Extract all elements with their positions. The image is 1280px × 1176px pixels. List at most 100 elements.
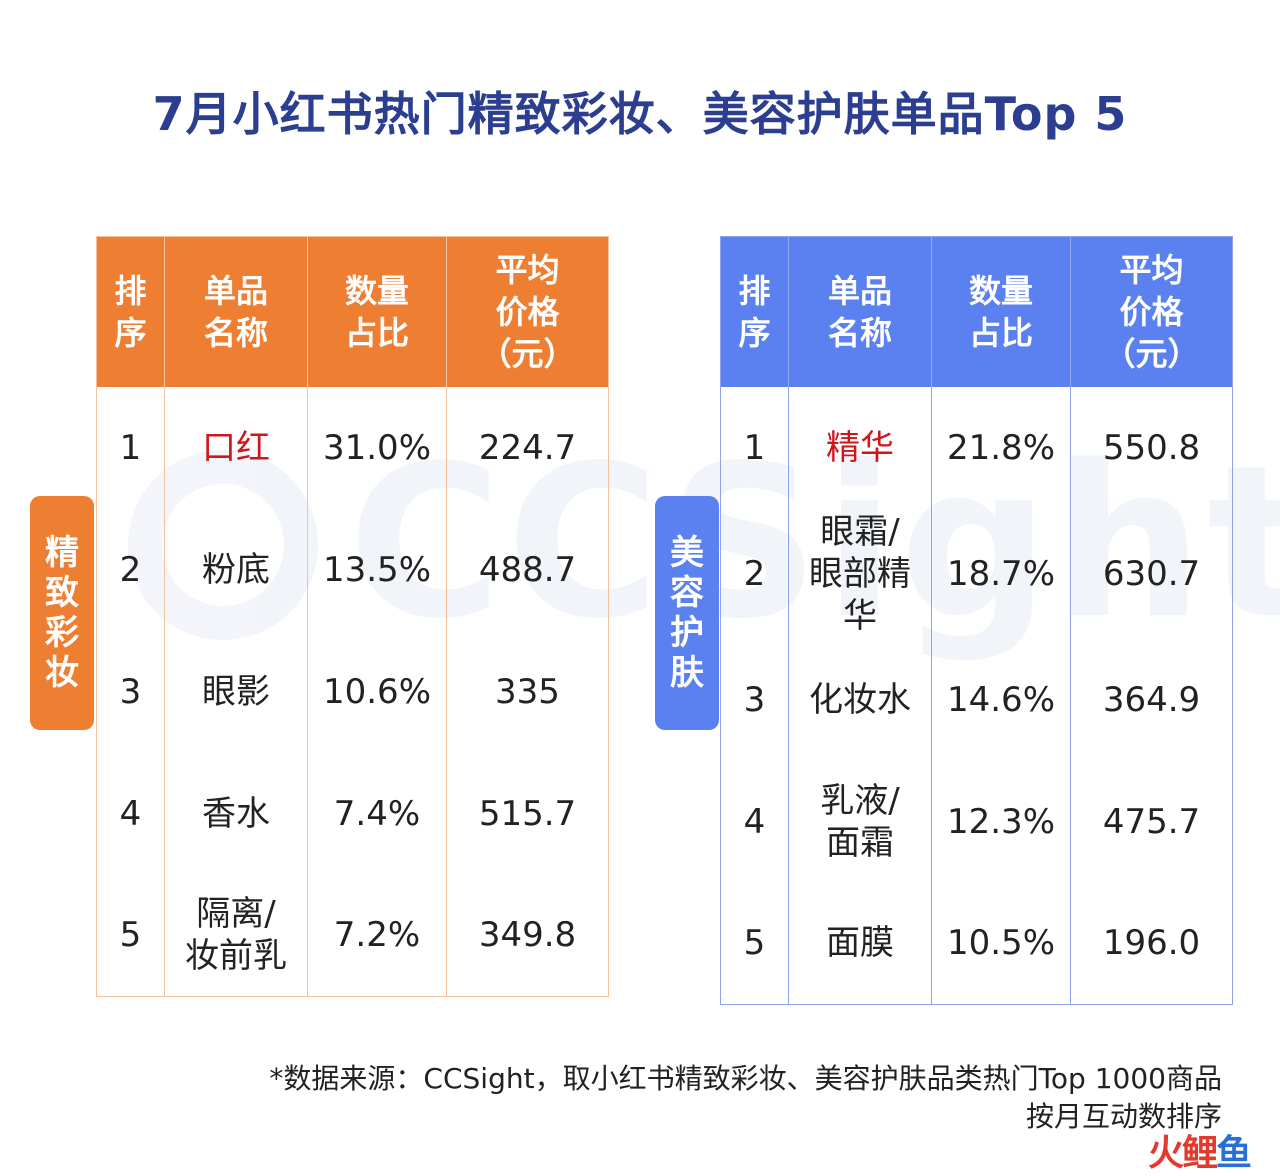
item-name-cell: 面膜 — [788, 882, 932, 1005]
header-line: 占比 — [344, 313, 409, 352]
price-cell: 515.7 — [478, 793, 577, 834]
header-line: 序 — [738, 313, 771, 352]
price-cell: 224.7 — [478, 427, 577, 468]
rank-cell: 3 — [720, 638, 789, 761]
item-name-line: 口红 — [202, 427, 270, 468]
rank-cell: 5 — [720, 882, 789, 1005]
item-name-line: 面霜 — [826, 822, 894, 863]
header-line: 名称 — [203, 313, 268, 352]
table-header-row: 排 序 单品 名称 数量 占比 平均 价格 （元） — [720, 236, 1233, 387]
share-cell: 21.8% — [931, 386, 1071, 509]
item-name-line: 乳液/ — [820, 780, 900, 821]
item-name-cell: 眼霜/ 眼部精 华 — [788, 508, 932, 639]
item-name-line: 隔离/ — [196, 894, 276, 935]
header-line: 名称 — [827, 313, 892, 352]
category-label-char: 妆 — [45, 653, 79, 693]
category-label-char: 肤 — [670, 653, 704, 693]
header-line: 平均 — [495, 250, 560, 289]
header-item-name: 单品 名称 — [164, 236, 308, 387]
header-line: 排 — [738, 271, 771, 310]
footnote-line: 按月互动数排序 — [1025, 1100, 1222, 1133]
brand-char: 火 — [1147, 1133, 1184, 1174]
table-row: 2 眼霜/ 眼部精 华 18.7% 630.7 — [720, 508, 1233, 639]
share-cell: 10.5% — [931, 882, 1071, 1005]
category-label-char: 致 — [45, 573, 79, 613]
price-cell: 475.7 — [1102, 801, 1201, 842]
item-name-cell: 香水 — [164, 752, 308, 875]
header-line: 数量 — [344, 271, 409, 310]
item-name-line: 化妆水 — [809, 679, 911, 720]
category-label-skincare: 美 容 护 肤 — [655, 496, 719, 730]
header-line: 平均 — [1119, 250, 1184, 289]
item-name-line: 妆前乳 — [185, 936, 287, 977]
category-label-char: 彩 — [45, 613, 79, 653]
item-name-cell: 口红 — [164, 386, 308, 509]
header-line: 单品 — [203, 271, 268, 310]
rank-cell: 3 — [96, 630, 165, 753]
share-cell: 13.5% — [307, 508, 447, 631]
category-label-char: 护 — [670, 613, 704, 653]
share-cell: 31.0% — [307, 386, 447, 509]
rank-cell: 4 — [96, 752, 165, 875]
rank-cell: 2 — [720, 508, 789, 639]
category-label-char: 容 — [670, 573, 704, 613]
item-name-cell: 眼影 — [164, 630, 308, 753]
category-label-char: 精 — [45, 533, 79, 573]
price-cell: 364.9 — [1102, 679, 1201, 720]
share-cell: 7.4% — [307, 752, 447, 875]
page-title: 7月小红书热门精致彩妆、美容护肤单品Top 5 — [152, 87, 1128, 141]
item-name-cell: 化妆水 — [788, 638, 932, 761]
table-row: 2 粉底 13.5% 488.7 — [96, 508, 609, 631]
price-cell: 349.8 — [478, 915, 577, 956]
item-name-line: 华 — [843, 595, 877, 636]
header-avg-price: 平均 价格 （元） — [447, 237, 609, 387]
header-share: 数量 占比 — [931, 236, 1071, 387]
table-row: 1 精华 21.8% 550.8 — [720, 386, 1233, 509]
data-source-footnote: *数据来源：CCSight，取小红书精致彩妆、美容护肤品类热门Top 1000商… — [269, 1060, 1222, 1136]
item-name-line: 面膜 — [826, 923, 894, 964]
item-name-line: 粉底 — [202, 549, 270, 590]
price-cell: 196.0 — [1102, 923, 1201, 964]
brand-char: 鲤 — [1181, 1133, 1218, 1174]
header-line: 单品 — [827, 271, 892, 310]
category-label-makeup: 精 致 彩 妆 — [30, 496, 94, 730]
item-name-line: 精华 — [826, 427, 894, 468]
skincare-ranking-table: 排 序 单品 名称 数量 占比 平均 价格 （元） 1 精华 21.8% 550… — [720, 236, 1233, 1005]
table-row: 1 口红 31.0% 224.7 — [96, 386, 609, 509]
price-cell: 630.7 — [1102, 553, 1201, 594]
item-name-cell: 精华 — [788, 386, 932, 509]
table-row: 5 面膜 10.5% 196.0 — [720, 882, 1233, 1005]
header-line: （元） — [479, 334, 576, 373]
brand-char: 鱼 — [1215, 1133, 1252, 1174]
table-row: 5 隔离/ 妆前乳 7.2% 349.8 — [96, 874, 609, 997]
table-row: 3 化妆水 14.6% 364.9 — [720, 638, 1233, 761]
header-rank: 排 序 — [96, 236, 165, 387]
table-row: 4 香水 7.4% 515.7 — [96, 752, 609, 875]
price-cell: 488.7 — [478, 549, 577, 590]
header-line: 排 — [114, 271, 147, 310]
rank-cell: 2 — [96, 508, 165, 631]
rank-cell: 1 — [96, 386, 165, 509]
item-name-line: 眼影 — [202, 671, 270, 712]
header-share: 数量 占比 — [307, 236, 447, 387]
item-name-cell: 隔离/ 妆前乳 — [164, 874, 308, 997]
header-line: 价格 — [495, 292, 560, 331]
makeup-ranking-table: 排 序 单品 名称 数量 占比 平均 价格 （元） 1 口红 31.0% 224… — [96, 236, 609, 997]
price-cell: 335 — [495, 671, 560, 712]
header-line: 序 — [114, 313, 147, 352]
price-cell: 550.8 — [1102, 427, 1201, 468]
item-name-line: 眼霜/ — [820, 511, 900, 552]
header-line: （元） — [1103, 334, 1200, 373]
header-line: 价格 — [1119, 292, 1184, 331]
header-line: 占比 — [968, 313, 1033, 352]
footnote-line: *数据来源：CCSight，取小红书精致彩妆、美容护肤品类热门Top 1000商… — [269, 1062, 1222, 1095]
share-cell: 14.6% — [931, 638, 1071, 761]
header-avg-price: 平均 价格 （元） — [1071, 237, 1233, 387]
share-cell: 7.2% — [307, 874, 447, 997]
item-name-line: 眼部精 — [809, 553, 911, 594]
header-line: 数量 — [968, 271, 1033, 310]
share-cell: 10.6% — [307, 630, 447, 753]
table-row: 4 乳液/ 面霜 12.3% 475.7 — [720, 760, 1233, 883]
brand-logo: 火鲤鱼 — [1147, 1124, 1252, 1176]
rank-cell: 5 — [96, 874, 165, 997]
